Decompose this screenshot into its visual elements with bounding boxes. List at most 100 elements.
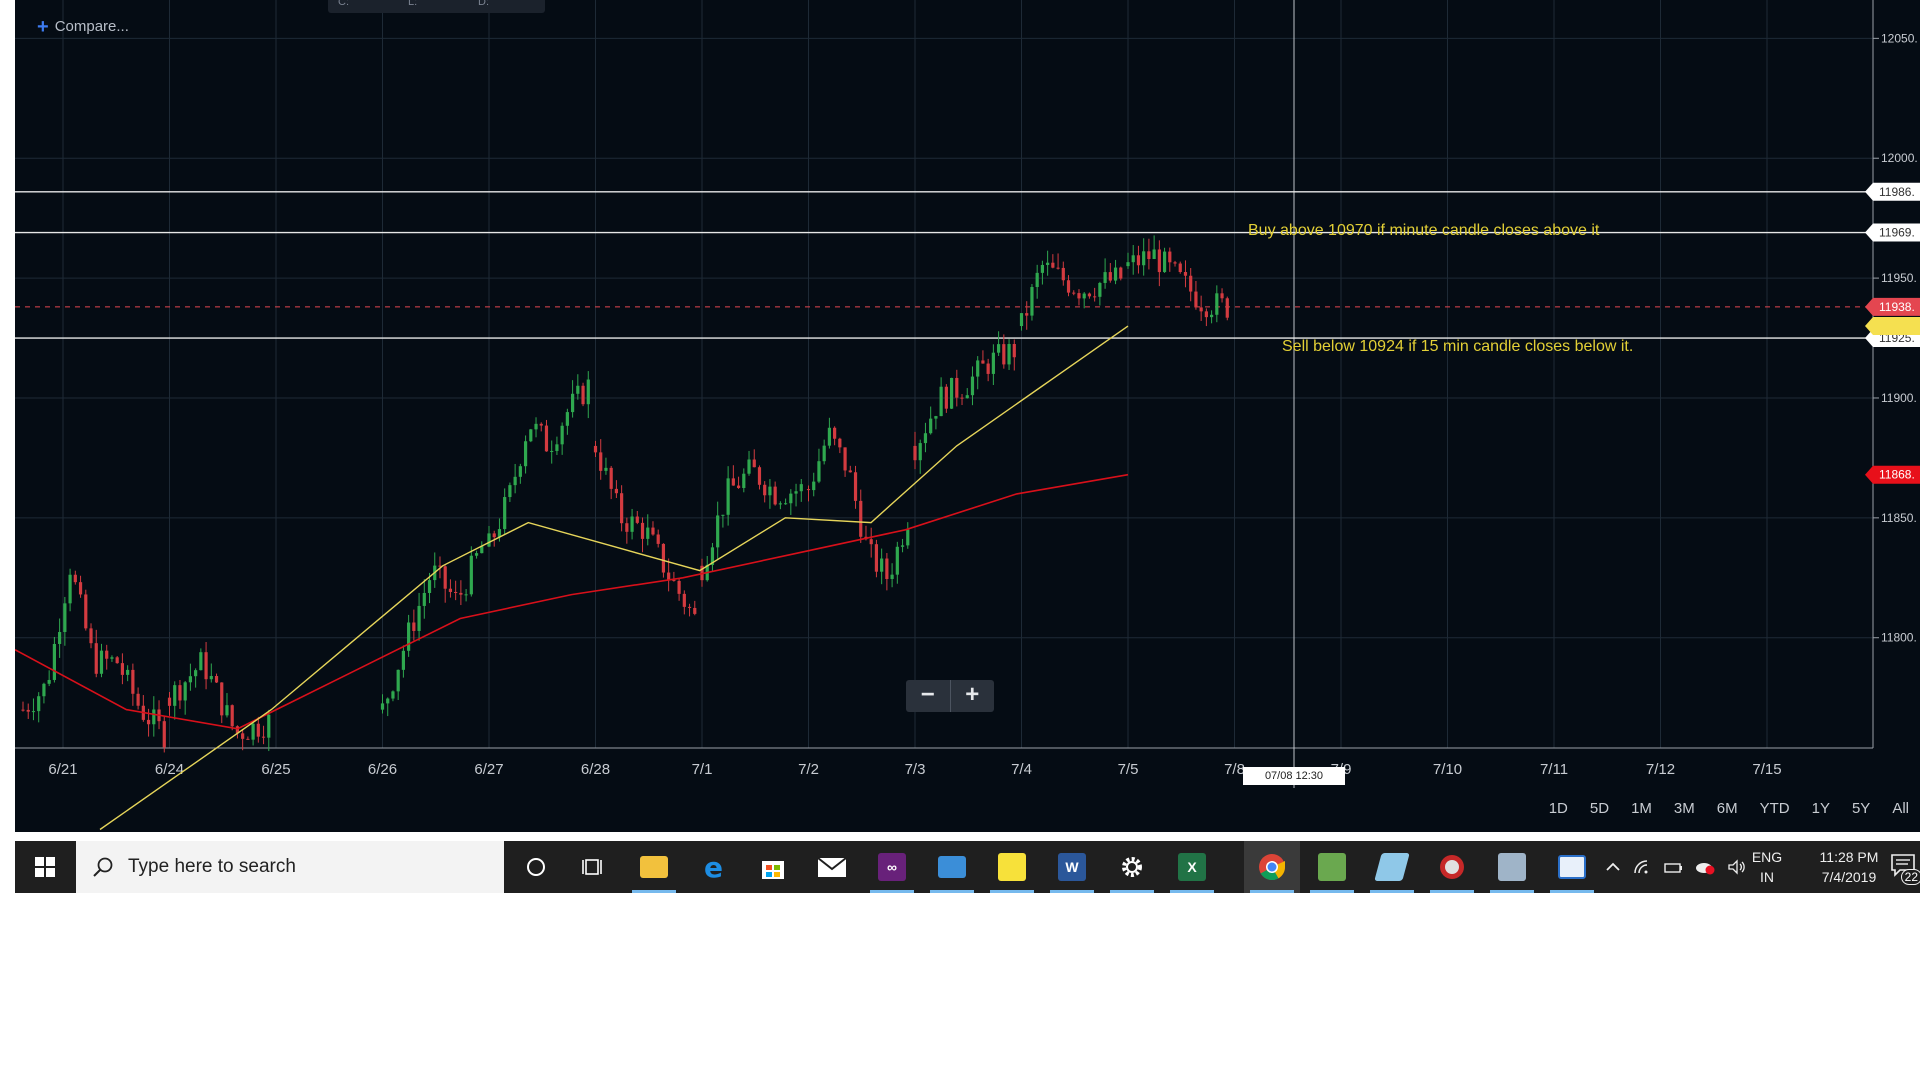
mail-button[interactable] bbox=[804, 841, 860, 893]
running-indicator bbox=[1050, 890, 1094, 893]
candle-body bbox=[1019, 313, 1024, 327]
candle-body bbox=[833, 427, 837, 439]
candle-body bbox=[396, 669, 400, 692]
settings-button[interactable] bbox=[1104, 841, 1160, 893]
wifi-icon[interactable] bbox=[1633, 859, 1651, 875]
candle-body bbox=[1093, 296, 1097, 298]
taskbar-clock[interactable]: 11:28 PM 7/4/2019 bbox=[1799, 847, 1899, 887]
candle-body bbox=[1142, 251, 1146, 266]
candle-body bbox=[1035, 272, 1039, 288]
candle-body bbox=[586, 379, 590, 405]
task-view-button[interactable] bbox=[566, 841, 622, 893]
candle-body bbox=[1168, 251, 1172, 263]
store-button[interactable] bbox=[745, 841, 801, 893]
candle-body bbox=[1007, 344, 1011, 365]
zoom-out-button[interactable]: − bbox=[920, 681, 935, 708]
x-tick-label: 6/21 bbox=[48, 761, 77, 778]
range-all[interactable]: All bbox=[1892, 800, 1909, 817]
excel-icon: X bbox=[1178, 853, 1206, 881]
running-indicator bbox=[870, 890, 914, 893]
range-1d[interactable]: 1D bbox=[1548, 800, 1568, 817]
volume-icon[interactable] bbox=[1727, 859, 1747, 875]
app-button-1[interactable] bbox=[1304, 841, 1360, 893]
candle-body bbox=[105, 650, 109, 659]
candle-body bbox=[386, 698, 390, 704]
x-tick-label: 6/25 bbox=[261, 761, 290, 778]
candle-body bbox=[448, 588, 453, 592]
candle-body bbox=[230, 705, 234, 727]
battery-icon[interactable] bbox=[1663, 859, 1683, 875]
file-explorer-button[interactable] bbox=[626, 841, 682, 893]
window-app-icon bbox=[1558, 855, 1586, 879]
candle-body bbox=[880, 558, 884, 572]
cortana-button[interactable] bbox=[508, 841, 564, 893]
candle-body bbox=[778, 503, 782, 505]
gear-icon bbox=[1122, 857, 1142, 877]
y-tick-label: 12050. bbox=[1881, 31, 1918, 45]
candle-body bbox=[1002, 344, 1006, 365]
range-ytd[interactable]: YTD bbox=[1759, 800, 1790, 817]
candle-body bbox=[497, 529, 502, 538]
visual-studio-button[interactable]: ∞ bbox=[864, 841, 920, 893]
onedrive-error-icon[interactable] bbox=[1695, 859, 1715, 875]
running-indicator bbox=[1310, 890, 1354, 893]
range-1y[interactable]: 1Y bbox=[1811, 800, 1830, 817]
app-button-4[interactable] bbox=[1484, 841, 1540, 893]
candle-body bbox=[152, 709, 156, 725]
app-button-3[interactable] bbox=[1424, 841, 1480, 893]
edge-icon: e bbox=[704, 853, 723, 881]
candle-body bbox=[736, 485, 741, 488]
chrome-button[interactable] bbox=[1244, 841, 1300, 893]
range-1m[interactable]: 1M bbox=[1631, 800, 1652, 817]
ohlc-low-label: L: bbox=[408, 0, 418, 8]
candle-body bbox=[1215, 293, 1219, 315]
compare-label: Compare... bbox=[54, 18, 129, 35]
candle-body bbox=[599, 452, 603, 471]
candle-body bbox=[454, 591, 458, 593]
candle-body bbox=[225, 705, 229, 716]
range-3m[interactable]: 3M bbox=[1673, 800, 1695, 817]
candle-body bbox=[593, 445, 598, 453]
candle-body bbox=[934, 416, 938, 419]
word-button[interactable]: W bbox=[1044, 841, 1100, 893]
search-placeholder: Type here to search bbox=[128, 856, 296, 877]
candle-body bbox=[682, 593, 686, 607]
candle-body bbox=[115, 657, 119, 664]
zoom-in-button[interactable]: + bbox=[949, 680, 995, 712]
input-language-indicator[interactable]: ENG IN bbox=[1745, 847, 1789, 887]
ma-slow-price-tag: 11868. bbox=[1879, 468, 1915, 482]
current-price-tag-bg bbox=[1865, 297, 1920, 316]
candle-body bbox=[251, 723, 255, 740]
candle-body bbox=[1147, 251, 1151, 259]
candle-body bbox=[1204, 311, 1208, 318]
candle-body bbox=[716, 515, 720, 548]
word-icon: W bbox=[1058, 853, 1086, 881]
range-6m[interactable]: 6M bbox=[1716, 800, 1738, 817]
range-5d[interactable]: 5D bbox=[1589, 800, 1610, 817]
candle-body bbox=[918, 443, 922, 461]
candle-body bbox=[981, 360, 985, 364]
compare-button[interactable]: + Compare... bbox=[37, 17, 129, 37]
chevron-up-icon[interactable] bbox=[1605, 859, 1621, 875]
taskbar-search-box[interactable]: Type here to search bbox=[76, 841, 504, 893]
sticky-notes-button[interactable] bbox=[984, 841, 1040, 893]
candle-body bbox=[469, 555, 473, 595]
candle-body bbox=[614, 488, 618, 494]
candle-body bbox=[529, 429, 533, 442]
folder-icon bbox=[640, 856, 668, 878]
edge-button[interactable]: e bbox=[686, 841, 742, 893]
action-center-button[interactable]: 22 bbox=[1890, 853, 1920, 885]
candle-body bbox=[443, 566, 447, 589]
candle-body bbox=[427, 580, 432, 593]
control-panel-button[interactable] bbox=[924, 841, 980, 893]
app-button-5[interactable] bbox=[1544, 841, 1600, 893]
price-chart[interactable]: 6/21 6/24 6/25 6/26 6/27 6/28 7/1 7/2 7/3 7/4 7/5 7… bbox=[15, 0, 1920, 832]
excel-button[interactable]: X bbox=[1164, 841, 1220, 893]
candle-body bbox=[1162, 251, 1167, 273]
range-5y[interactable]: 5Y bbox=[1851, 800, 1871, 817]
start-button[interactable] bbox=[15, 841, 75, 893]
candle-body bbox=[220, 682, 224, 716]
running-indicator bbox=[1370, 890, 1414, 893]
candle-body bbox=[78, 582, 83, 595]
app-button-2[interactable] bbox=[1364, 841, 1420, 893]
